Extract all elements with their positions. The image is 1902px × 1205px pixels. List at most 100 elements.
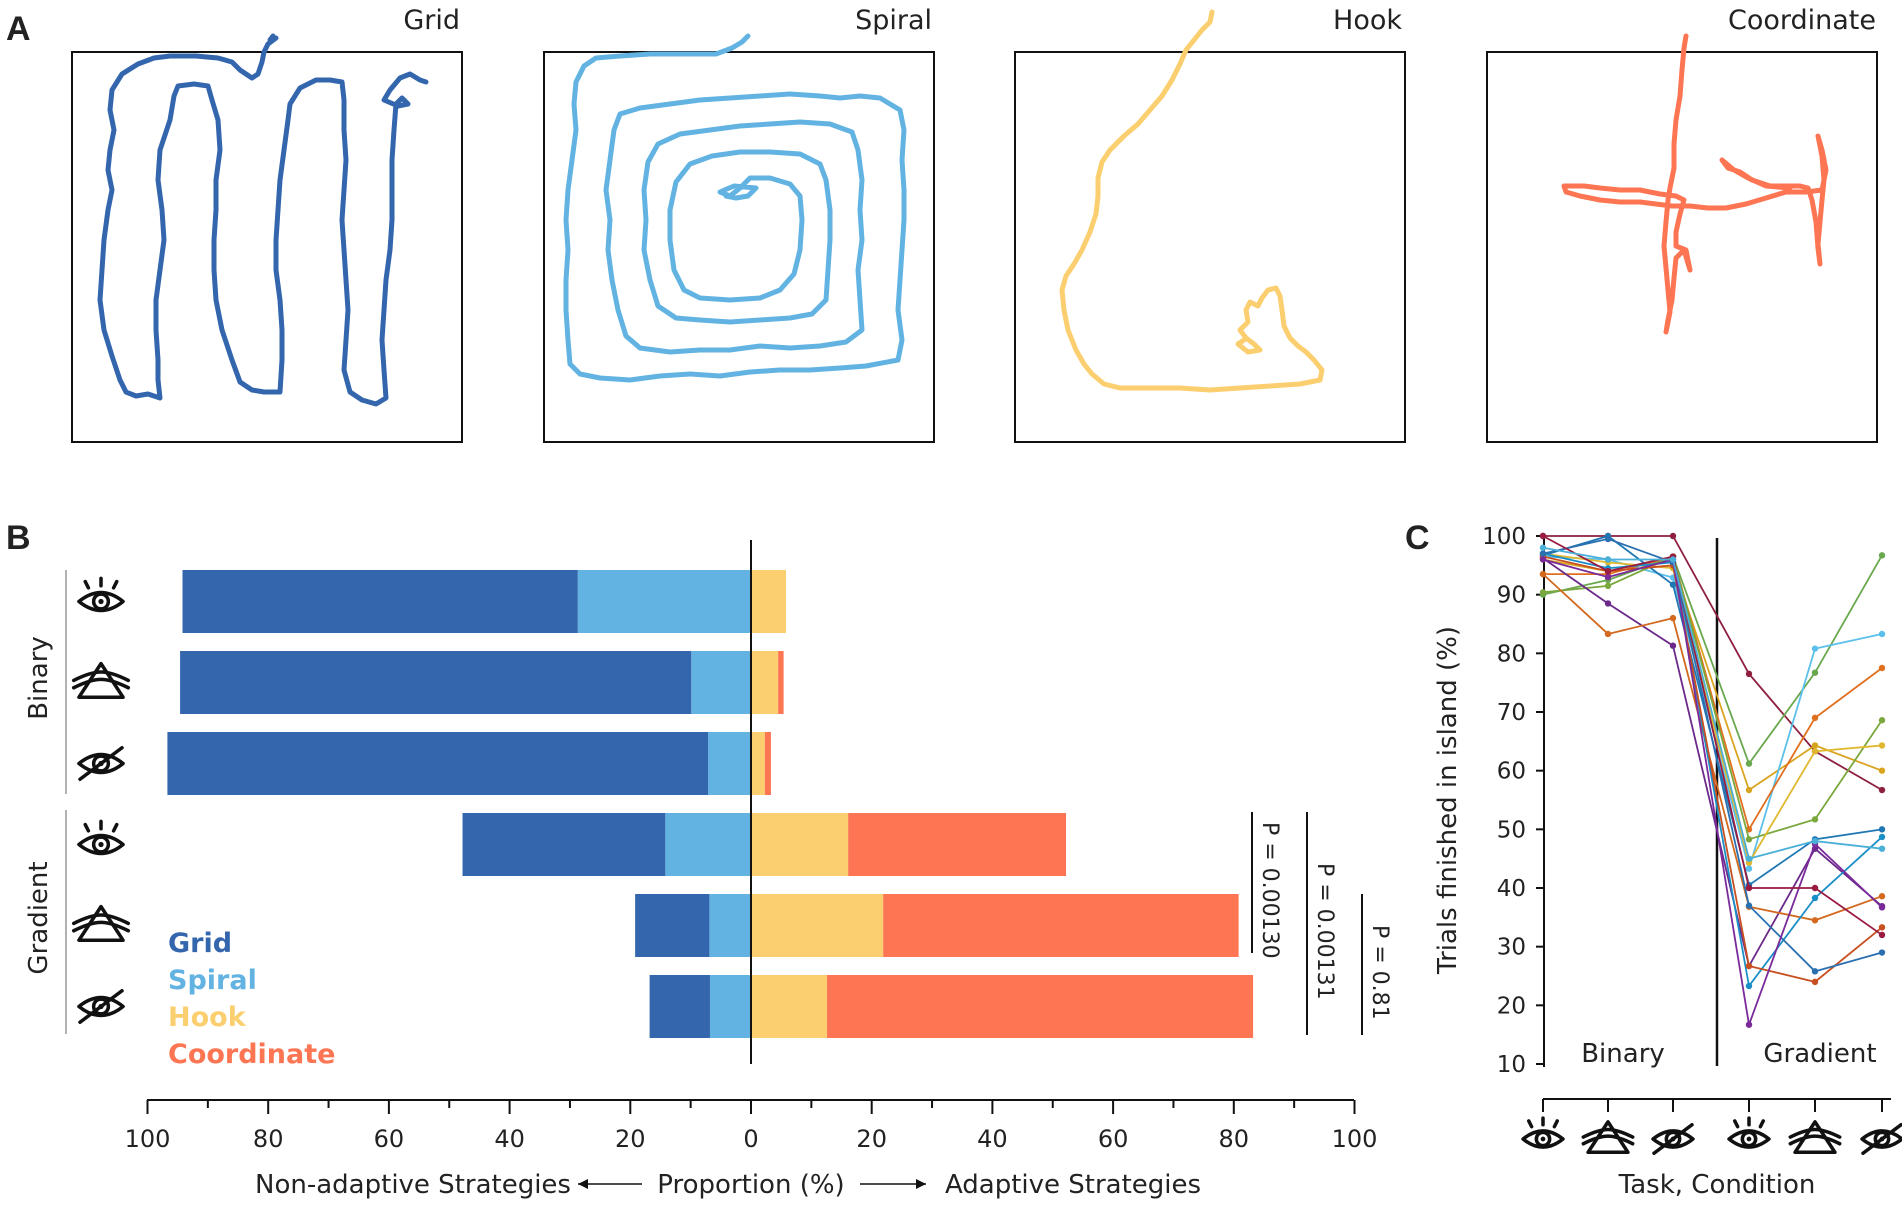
y-tick-label: 70 xyxy=(1497,700,1526,726)
bar-grid-binary-eye-slash xyxy=(167,732,709,795)
legend-grid: Grid xyxy=(168,928,232,959)
participant-line-1 xyxy=(1543,535,1883,791)
participant-point xyxy=(1539,544,1547,551)
participant-point xyxy=(1811,645,1819,652)
bar-coordinate-binary-triangle xyxy=(778,651,784,714)
participant-point xyxy=(1811,917,1819,924)
x-tick-label: 80 xyxy=(253,1125,284,1153)
bar-hook-gradient-triangle xyxy=(751,894,884,957)
panel-a-trajectories: Grid Spiral Hook Coordinate xyxy=(71,5,1878,443)
bar-grid-binary-eye xyxy=(182,570,578,633)
x-tick-label: 60 xyxy=(1098,1125,1129,1153)
participant-line-10 xyxy=(1542,573,1883,922)
x-tick-label: 40 xyxy=(494,1125,525,1153)
participant-point xyxy=(1745,962,1753,970)
participant-line-8 xyxy=(1542,535,1883,887)
x-tick-label: 0 xyxy=(743,1125,758,1153)
triangle-icon xyxy=(71,661,131,699)
group-label-binary: Binary xyxy=(24,636,54,720)
x-tick-label: 80 xyxy=(1219,1125,1250,1153)
bar-coordinate-gradient-eye-slash xyxy=(827,975,1254,1038)
bar-coordinate-gradient-triangle xyxy=(883,894,1239,957)
participant-point xyxy=(1811,669,1819,676)
triangle-icon xyxy=(71,904,131,942)
group-label-gradient: Gradient xyxy=(24,861,54,974)
participant-point xyxy=(1811,894,1819,902)
y-tick-label: 40 xyxy=(1497,876,1526,902)
panel-b-strategy-bars: Binary Gradient Grid Spiral Hook Coordin… xyxy=(24,540,1392,1200)
bar-spiral-binary-eye xyxy=(577,570,751,633)
eye-slash-icon xyxy=(1860,1122,1902,1156)
bar-spiral-binary-eye-slash xyxy=(708,732,751,795)
panel-c-line-chart: 10 20 30 40 50 60 70 80 90 100 Trials finished in… xyxy=(1433,524,1902,1200)
participant-point xyxy=(1878,931,1886,939)
participant-point xyxy=(1811,837,1819,845)
participant-point xyxy=(1878,742,1886,749)
participant-point xyxy=(1878,664,1886,672)
participant-point xyxy=(1669,556,1677,563)
bar-spiral-gradient-triangle xyxy=(709,894,751,957)
participant-point xyxy=(1811,884,1819,892)
participant-point xyxy=(1745,982,1753,990)
x-tick-label: 40 xyxy=(977,1125,1008,1153)
y-tick-label: 20 xyxy=(1497,993,1526,1019)
participant-point xyxy=(1811,816,1819,823)
xlabel-left: Non-adaptive Strategies xyxy=(255,1170,571,1200)
eye-slash-icon xyxy=(77,745,125,782)
eye-icon xyxy=(77,576,125,613)
panel-label-a: A xyxy=(6,10,31,48)
bar-coordinate-gradient-eye xyxy=(848,813,1067,876)
participant-point xyxy=(1811,978,1819,986)
eye-icon xyxy=(1727,1116,1771,1149)
participant-point xyxy=(1745,786,1753,794)
legend-hook: Hook xyxy=(168,1002,247,1033)
participant-point xyxy=(1878,786,1886,794)
participant-line-12 xyxy=(1542,555,1883,983)
participant-point xyxy=(1878,833,1886,841)
participant-point xyxy=(1878,630,1886,638)
participant-point xyxy=(1604,568,1612,575)
eye-icon xyxy=(77,819,125,856)
participant-point xyxy=(1878,949,1886,956)
xlabel-right: Adaptive Strategies xyxy=(945,1170,1201,1200)
spiral-box xyxy=(543,51,935,443)
participant-point xyxy=(1604,535,1612,543)
participant-point xyxy=(1604,600,1612,607)
hook-box xyxy=(1014,51,1406,443)
participant-point xyxy=(1878,924,1886,931)
participant-point xyxy=(1811,748,1819,755)
participant-point xyxy=(1604,582,1612,590)
x-tick-label: 20 xyxy=(615,1125,646,1153)
hook-title: Hook xyxy=(1333,5,1402,36)
participant-point xyxy=(1669,532,1677,540)
participant-point xyxy=(1745,865,1753,872)
eye-slash-icon xyxy=(1651,1122,1695,1156)
participant-point xyxy=(1745,855,1753,862)
y-tick-label: 90 xyxy=(1497,583,1526,609)
participant-point xyxy=(1669,581,1677,588)
participant-point xyxy=(1604,556,1612,563)
bar-hook-binary-eye xyxy=(751,570,787,633)
bar-hook-gradient-eye xyxy=(751,813,849,876)
coordinate-trajectory xyxy=(1561,33,1829,335)
participant-point xyxy=(1878,893,1886,900)
participant-line-15 xyxy=(1542,535,1883,936)
participant-point xyxy=(1878,904,1886,911)
participant-point xyxy=(1539,532,1547,540)
participant-line-16 xyxy=(1542,546,1883,860)
participant-line-9 xyxy=(1542,557,1883,969)
participant-point xyxy=(1811,968,1819,975)
participant-point xyxy=(1745,884,1753,892)
participant-point xyxy=(1539,570,1547,578)
condition-icons-c xyxy=(1521,1099,1902,1156)
triangle-icon xyxy=(1581,1120,1635,1155)
y-tick-label: 100 xyxy=(1482,524,1526,550)
bar-hook-gradient-eye-slash xyxy=(751,975,828,1038)
y-tick-label: 80 xyxy=(1497,641,1526,667)
participant-point xyxy=(1811,714,1819,722)
y-tick-label: 50 xyxy=(1497,817,1526,843)
region-label-binary: Binary xyxy=(1581,1039,1665,1069)
x-tick-label: 20 xyxy=(856,1125,887,1153)
participant-point xyxy=(1745,670,1753,678)
participant-point xyxy=(1745,1021,1753,1028)
